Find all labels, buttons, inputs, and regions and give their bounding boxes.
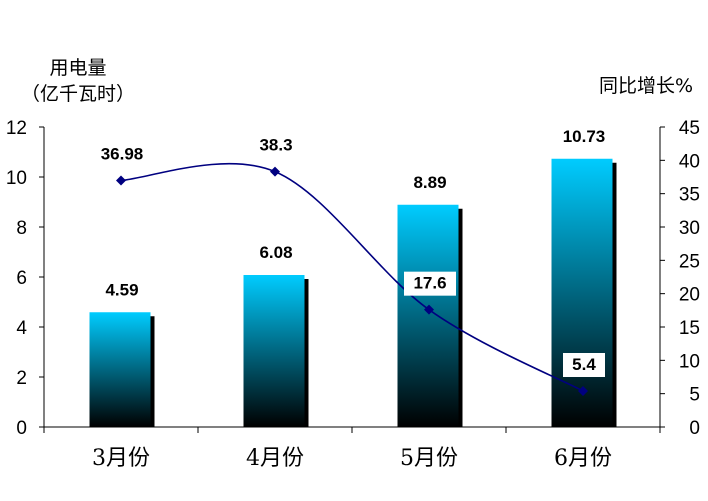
y2-tick-label: 0 <box>689 418 700 439</box>
line-marker <box>270 166 280 177</box>
line-marker <box>424 304 434 315</box>
bar <box>89 312 151 427</box>
y-tick-label: 10 <box>6 168 27 189</box>
y-axis-title-line1: 用电量 <box>49 57 106 79</box>
bar-data-label: 8.89 <box>413 173 446 192</box>
bar-series <box>89 158 617 427</box>
y-tick-label: 8 <box>16 218 27 239</box>
bar-data-label: 4.59 <box>105 280 138 299</box>
y-tick-label: 4 <box>16 318 27 339</box>
bar-data-label: 10.73 <box>563 127 606 146</box>
x-tick-label: 3月份 <box>92 446 150 471</box>
y2-tick-label: 5 <box>689 385 700 406</box>
y-tick-label: 12 <box>6 118 27 139</box>
y2-axis-title: 同比增长% <box>599 75 693 97</box>
growth-line <box>120 163 584 392</box>
x-tick-label: 5月份 <box>400 446 458 471</box>
y2-tick-label: 45 <box>679 118 700 139</box>
y2-tick-label: 25 <box>679 251 700 272</box>
y2-tick-label: 20 <box>679 285 700 306</box>
y2-tick-label: 30 <box>679 218 700 239</box>
y-tick-label: 2 <box>16 368 27 389</box>
y2-tick-label: 10 <box>679 351 700 372</box>
bar-data-label: 6.08 <box>259 243 292 262</box>
y-tick-label: 6 <box>16 268 27 289</box>
y-axis-title-line2: （亿千瓦时） <box>21 83 135 105</box>
y2-tick-label: 40 <box>679 151 700 172</box>
line-data-label: 36.98 <box>101 144 144 163</box>
bar <box>243 275 305 427</box>
line-data-label-box <box>563 353 605 377</box>
line-series <box>116 163 588 396</box>
data-labels: 4.59 6.08 8.89 10.73 36.98 38.3 17.6 5.4 <box>91 127 605 377</box>
bar <box>397 204 459 427</box>
y2-tick-label: 35 <box>679 185 700 206</box>
x-tick-label: 4月份 <box>246 446 304 471</box>
y2-tick-label: 15 <box>679 318 700 339</box>
line-data-label-box <box>91 142 153 167</box>
line-data-label: 38.3 <box>259 136 292 155</box>
line-data-label: 5.4 <box>572 355 596 374</box>
line-data-label-box <box>404 271 456 296</box>
line-data-label: 17.6 <box>413 274 446 293</box>
x-tick-label: 6月份 <box>554 446 612 471</box>
y-tick-label: 0 <box>16 418 27 439</box>
bar <box>551 158 613 427</box>
axes: 0 2 4 6 8 10 12 0 5 10 15 20 25 30 35 40 45 3月份 4月份 5月份 6月份 <box>6 118 700 471</box>
line-data-label-box <box>250 133 302 158</box>
line-marker <box>578 386 588 396</box>
line-marker <box>116 175 126 186</box>
